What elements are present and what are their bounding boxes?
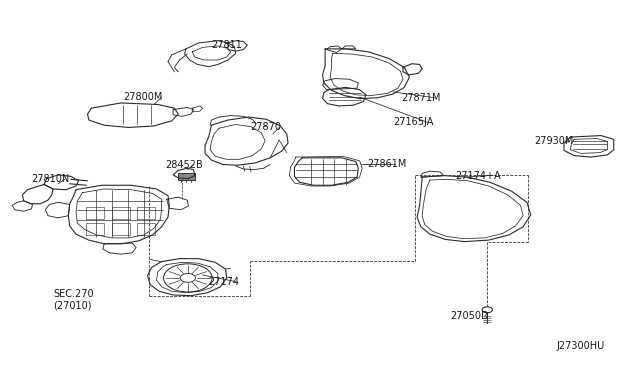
Text: 27174: 27174 (208, 277, 239, 286)
Text: 27930M: 27930M (534, 136, 574, 146)
Bar (178, 173, 195, 180)
Text: 27050D: 27050D (451, 311, 489, 321)
Text: 27871M: 27871M (402, 93, 441, 103)
Text: 27861M: 27861M (367, 159, 406, 169)
Text: 27810N: 27810N (31, 174, 70, 185)
Text: 27165JA: 27165JA (393, 117, 433, 127)
Text: 27174+A: 27174+A (456, 171, 501, 181)
Text: (27010): (27010) (53, 300, 92, 310)
Text: 27870: 27870 (250, 122, 281, 132)
Text: 27800M: 27800M (124, 92, 163, 102)
Text: SEC.270: SEC.270 (53, 289, 93, 299)
Text: 27811: 27811 (211, 40, 243, 50)
Text: 28452B: 28452B (166, 160, 204, 170)
Text: J27300HU: J27300HU (556, 341, 605, 351)
